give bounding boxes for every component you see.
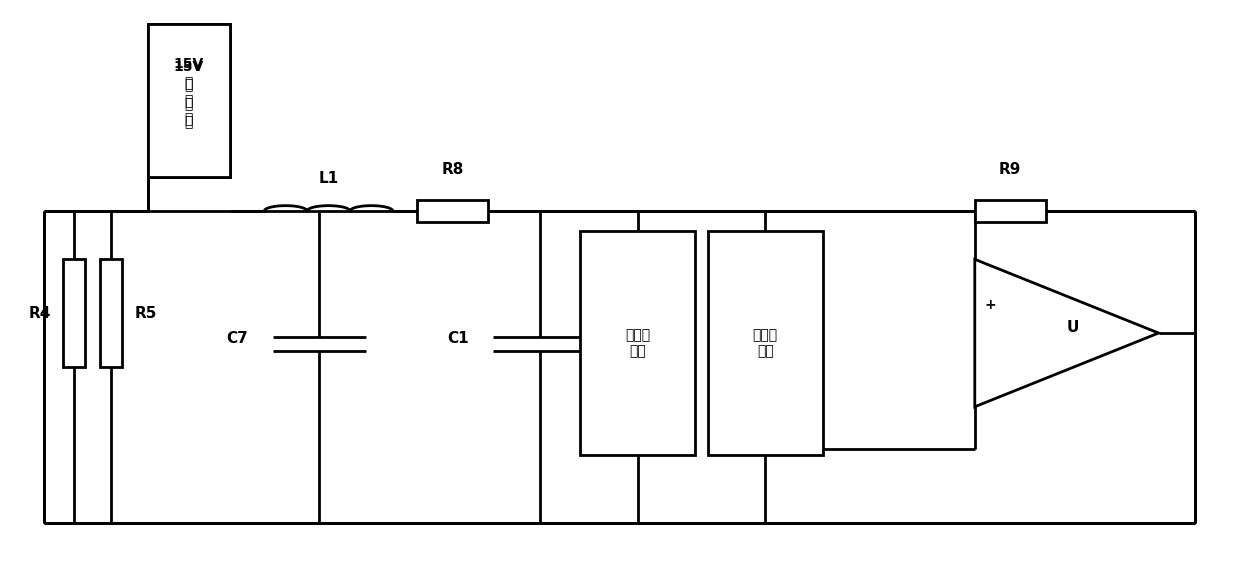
Text: C1: C1 <box>447 331 468 346</box>
Text: L1: L1 <box>318 171 338 186</box>
Text: R8: R8 <box>441 162 465 177</box>
Text: +: + <box>985 298 996 312</box>
Bar <box>707 231 823 455</box>
Bar <box>63 259 85 367</box>
Text: 电流转
换器: 电流转 换器 <box>753 328 778 358</box>
Bar <box>147 24 230 177</box>
Bar <box>147 24 230 177</box>
Text: R5: R5 <box>134 306 156 321</box>
Bar <box>418 200 488 223</box>
Text: R9: R9 <box>999 162 1021 177</box>
Text: 电压转
换器: 电压转 换器 <box>626 328 650 358</box>
Bar <box>100 259 123 367</box>
Text: 15V
电
流
源: 15V 电 流 源 <box>173 58 204 127</box>
Polygon shape <box>975 259 1158 407</box>
Text: R4: R4 <box>28 306 51 321</box>
Text: 15V
电
流
源: 15V 电 流 源 <box>173 60 204 130</box>
Text: C7: C7 <box>227 331 248 346</box>
Bar <box>580 231 695 455</box>
Text: U: U <box>1067 320 1079 335</box>
Bar <box>975 200 1046 223</box>
